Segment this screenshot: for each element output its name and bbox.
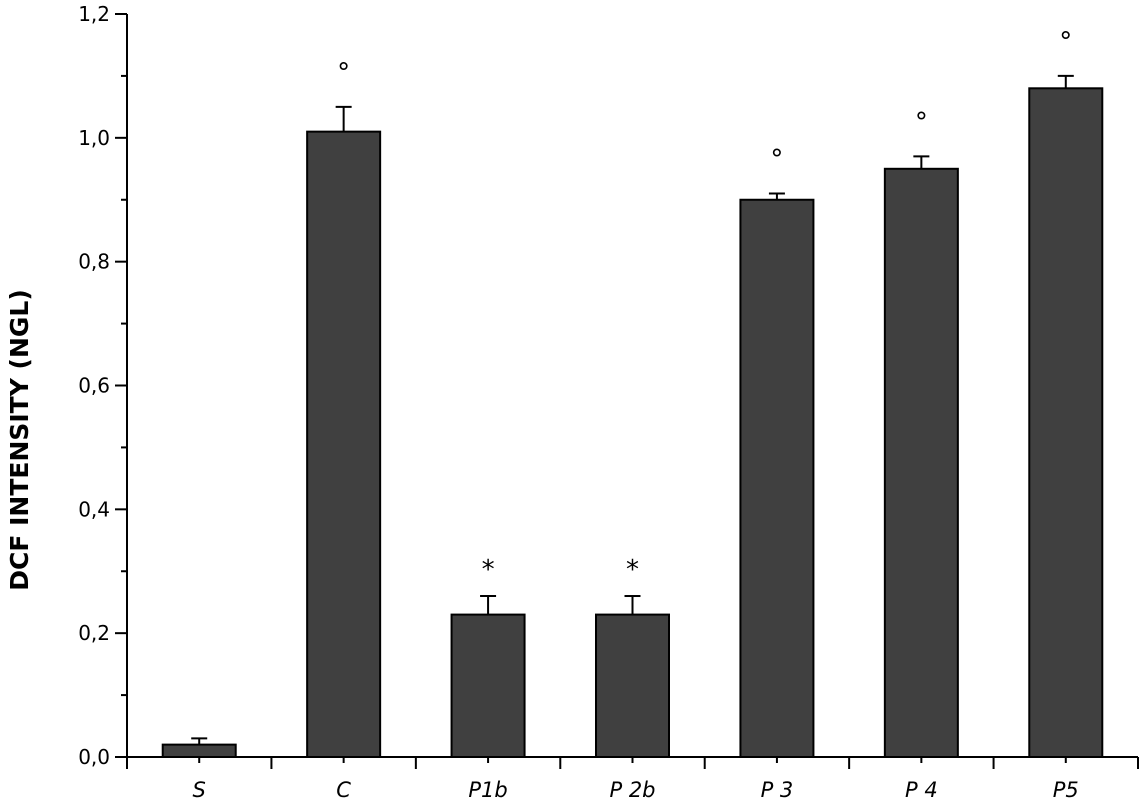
x-category-label: P1b bbox=[468, 778, 507, 800]
significance-mark: ° bbox=[770, 145, 783, 175]
bar bbox=[883, 167, 959, 758]
y-tick-label: 0,0 bbox=[78, 745, 110, 769]
y-axis-title: DCF INTENSITY (NGL) bbox=[5, 289, 34, 591]
x-category-label: S bbox=[193, 778, 206, 800]
bars bbox=[161, 74, 1104, 759]
bar bbox=[450, 613, 526, 759]
x-category-label: P 2b bbox=[609, 778, 655, 800]
x-category-label: C bbox=[336, 778, 351, 800]
x-category-label: P 3 bbox=[761, 778, 794, 800]
bar bbox=[739, 198, 815, 758]
significance-mark: * bbox=[626, 555, 639, 585]
x-category-label: P5 bbox=[1053, 778, 1079, 800]
y-tick-label: 1,2 bbox=[78, 2, 110, 26]
significance-mark: * bbox=[482, 555, 495, 585]
bar bbox=[306, 130, 382, 758]
bar bbox=[595, 613, 670, 759]
significance-mark: ° bbox=[1059, 27, 1072, 57]
significance-mark: ° bbox=[337, 58, 350, 88]
bar bbox=[161, 743, 237, 758]
bar bbox=[1028, 87, 1104, 759]
significance-mark: ° bbox=[915, 107, 928, 137]
y-tick-label: 0,4 bbox=[78, 497, 110, 521]
y-tick-label: 0,8 bbox=[78, 250, 110, 274]
y-tick-label: 1,0 bbox=[78, 126, 110, 150]
labels: 0,0 0,2 0,4 0,6 0,8 1,0 1,2 S C ° P1b * P 2b * P 3 ° P 4… bbox=[78, 2, 1079, 800]
axes bbox=[115, 13, 1139, 769]
y-tick-label: 0,6 bbox=[78, 374, 110, 398]
x-category-label: P 4 bbox=[905, 778, 938, 800]
y-tick-label: 0,2 bbox=[78, 621, 110, 645]
